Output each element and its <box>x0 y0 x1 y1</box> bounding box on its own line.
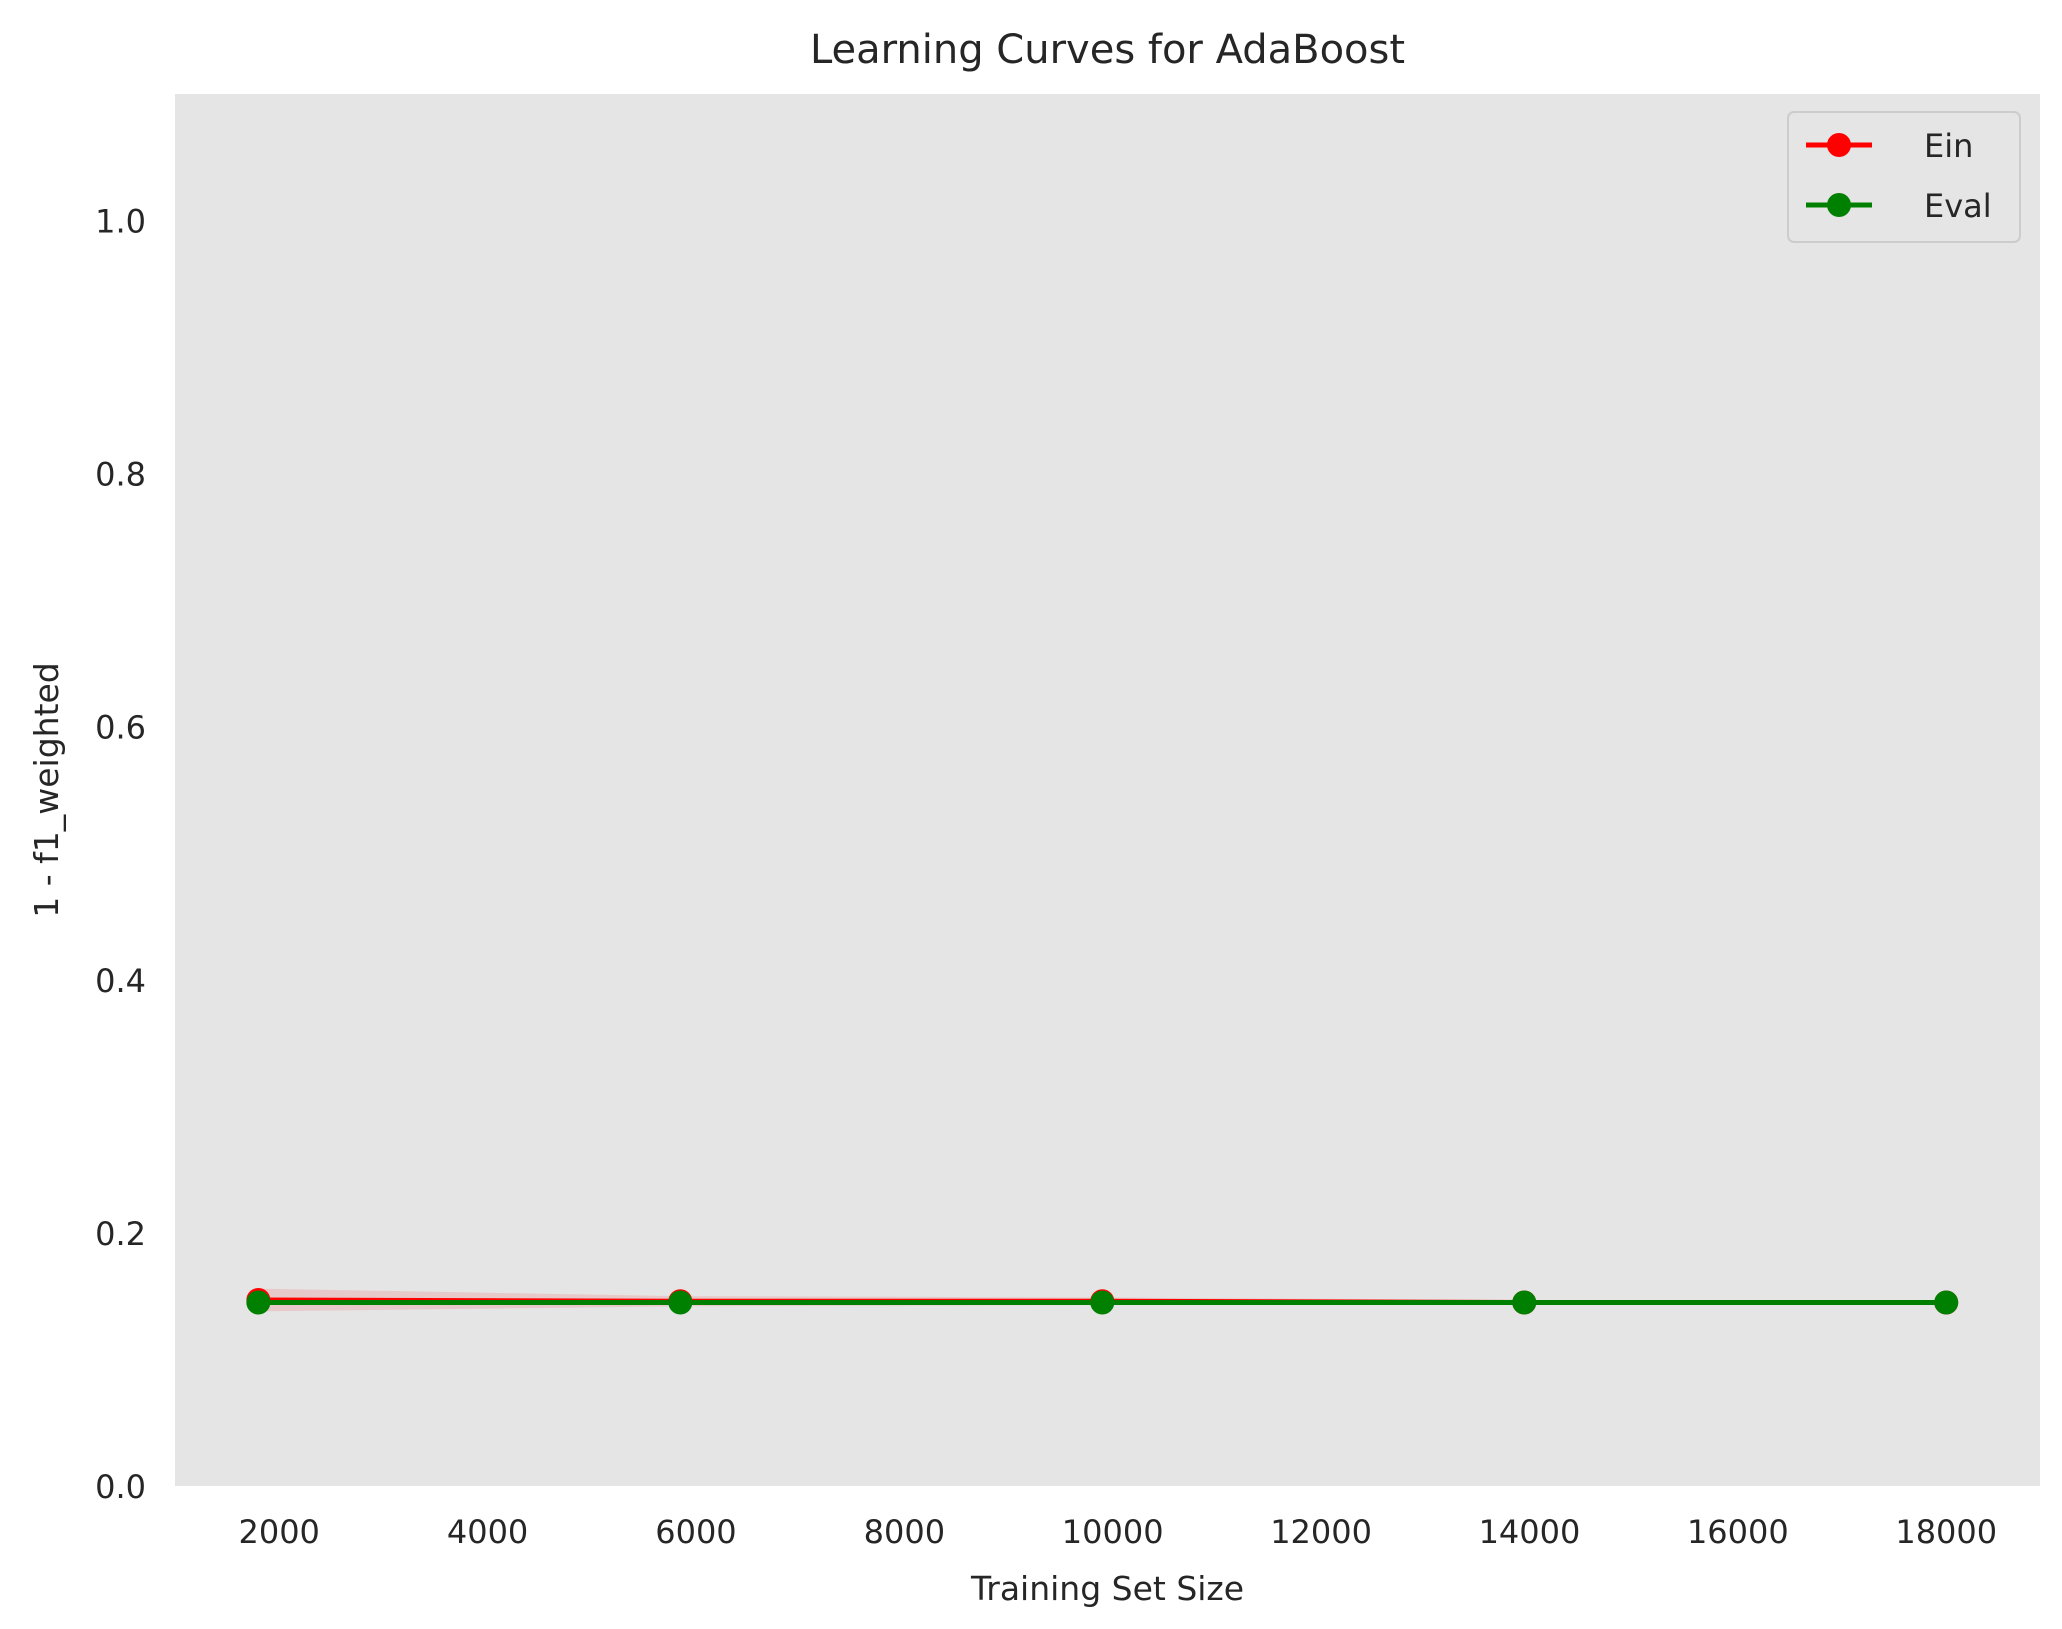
y-tick-label: 0.0 <box>95 1468 146 1506</box>
x-axis-ticks: 2000 4000 6000 8000 10000 12000 14000 16000 1800… <box>238 1513 1997 1551</box>
y-tick-label: 0.8 <box>95 456 146 494</box>
y-tick-label: 0.4 <box>95 962 146 1000</box>
x-tick-label: 8000 <box>864 1513 945 1551</box>
chart-title: Learning Curves for AdaBoost <box>810 27 1405 73</box>
y-axis-label: 1 - f1_weighted <box>27 662 66 918</box>
legend-label: Eval <box>1924 187 1992 225</box>
legend-label: Ein <box>1924 127 1973 165</box>
data-point-eval <box>1512 1290 1537 1315</box>
x-tick-label: 18000 <box>1895 1513 1997 1551</box>
legend-entry-ein: Ein <box>1806 127 1973 165</box>
series-markers <box>246 1287 1959 1315</box>
legend: Ein Eval <box>1787 111 2021 243</box>
data-point-eval <box>668 1290 693 1315</box>
data-point-eval <box>1090 1290 1115 1315</box>
legend-entries: Ein Eval <box>1806 127 1992 225</box>
x-axis-label: Training Set Size <box>970 1569 1244 1608</box>
legend-marker-swatch <box>1827 133 1851 157</box>
x-tick-label: 10000 <box>1062 1513 1164 1551</box>
x-tick-label: 4000 <box>447 1513 528 1551</box>
x-tick-label: 12000 <box>1270 1513 1372 1551</box>
x-tick-label: 16000 <box>1687 1513 1789 1551</box>
legend-entry-eval: Eval <box>1806 187 1992 225</box>
data-point-eval <box>1934 1290 1959 1315</box>
y-tick-label: 0.2 <box>95 1215 146 1253</box>
x-tick-label: 2000 <box>238 1513 319 1551</box>
x-tick-label: 6000 <box>655 1513 736 1551</box>
x-tick-label: 14000 <box>1479 1513 1581 1551</box>
y-tick-label: 0.6 <box>95 709 146 747</box>
y-axis-ticks: 0.0 0.2 0.4 0.6 0.8 1.0 <box>95 203 146 1506</box>
legend-marker-swatch <box>1827 193 1851 217</box>
plot-area <box>175 94 2040 1486</box>
data-point-eval <box>246 1290 271 1315</box>
y-tick-label: 1.0 <box>95 203 146 241</box>
